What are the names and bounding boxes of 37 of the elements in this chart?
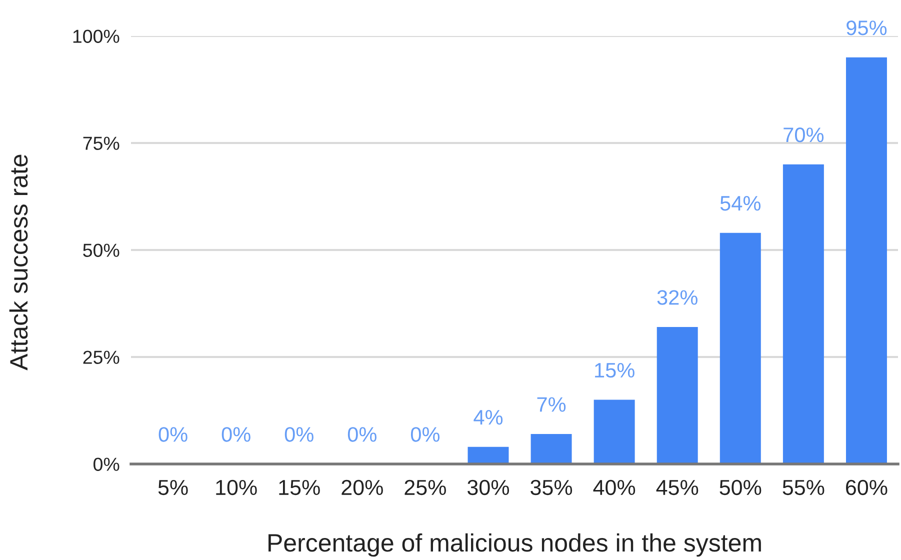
data-label: 0% bbox=[348, 427, 376, 442]
data-label: 0% bbox=[222, 427, 250, 442]
data-label: 0% bbox=[158, 427, 188, 442]
x-tick-label: 25% bbox=[404, 480, 446, 496]
bar bbox=[720, 232, 761, 464]
x-tick-label: 40% bbox=[593, 480, 636, 496]
x-tick-label: 10% bbox=[216, 480, 257, 496]
x-tick-label: 60% bbox=[846, 480, 888, 496]
x-tick-label: 50% bbox=[720, 480, 762, 496]
x-tick-label: 35% bbox=[530, 480, 572, 496]
bar bbox=[594, 400, 635, 464]
y-axis-title: Attack success rate bbox=[9, 154, 28, 370]
data-label: 54% bbox=[720, 196, 761, 211]
y-tick-label: 75% bbox=[83, 136, 120, 150]
bar bbox=[656, 327, 698, 464]
x-tick-label: 5% bbox=[158, 480, 188, 496]
x-axis-title: Percentage of malicious nodes in the system bbox=[268, 533, 761, 557]
x-tick-label: 55% bbox=[782, 480, 824, 496]
bar bbox=[846, 57, 887, 464]
data-label: 4% bbox=[474, 410, 503, 425]
data-label: 32% bbox=[657, 290, 698, 305]
data-label: 95% bbox=[846, 20, 887, 36]
data-label: 70% bbox=[784, 127, 824, 142]
bar bbox=[782, 164, 824, 464]
x-tick-label: 15% bbox=[279, 480, 320, 496]
x-tick-label: 20% bbox=[342, 480, 383, 496]
data-label: 0% bbox=[284, 427, 314, 442]
x-tick-label: 30% bbox=[468, 480, 510, 496]
bar bbox=[530, 434, 572, 464]
x-tick-label: 45% bbox=[656, 480, 698, 496]
data-label: 15% bbox=[595, 362, 634, 378]
data-label: 0% bbox=[410, 427, 440, 442]
data-label: 7% bbox=[537, 397, 566, 412]
y-tick-label: 50% bbox=[83, 244, 120, 257]
y-tick-label: 25% bbox=[83, 350, 120, 364]
y-tick-label: 100% bbox=[73, 30, 120, 43]
y-tick-label: 0% bbox=[94, 458, 120, 471]
